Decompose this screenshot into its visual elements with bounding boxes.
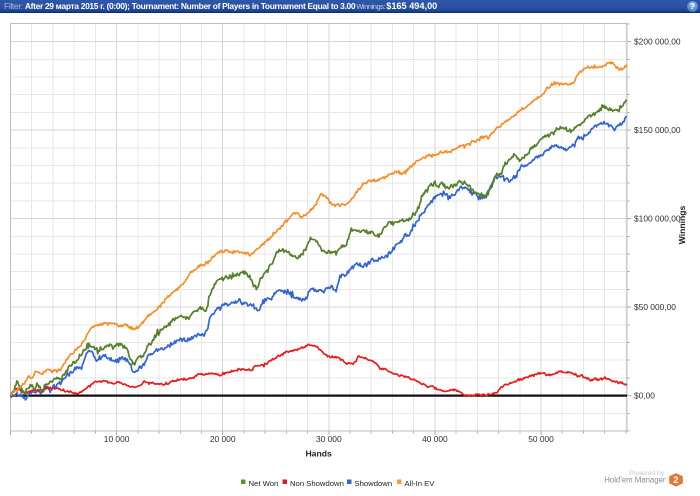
svg-text:Hold'em Manager: Hold'em Manager <box>604 476 666 485</box>
svg-text:Non Showdown: Non Showdown <box>290 479 344 488</box>
svg-text:$0,00: $0,00 <box>634 390 655 400</box>
svg-text:Winnings: Winnings <box>677 205 687 244</box>
svg-text:Net Won: Net Won <box>249 479 279 488</box>
svg-text:50 000: 50 000 <box>528 434 554 444</box>
svg-text:$150 000,00: $150 000,00 <box>634 125 681 135</box>
svg-text:$50 000,00: $50 000,00 <box>634 302 676 312</box>
svg-text:$100 000,00: $100 000,00 <box>634 213 681 223</box>
svg-text:$200 000,00: $200 000,00 <box>634 36 681 46</box>
svg-text:40 000: 40 000 <box>422 434 448 444</box>
svg-text:Powered by: Powered by <box>629 470 665 477</box>
svg-text:10 000: 10 000 <box>104 434 130 444</box>
svg-text:20 000: 20 000 <box>210 434 236 444</box>
svg-text:Showdown: Showdown <box>355 479 393 488</box>
svg-text:Hands: Hands <box>305 449 331 459</box>
svg-text:All-In EV: All-In EV <box>405 479 436 488</box>
svg-text:2: 2 <box>673 475 678 485</box>
svg-text:30 000: 30 000 <box>316 434 342 444</box>
